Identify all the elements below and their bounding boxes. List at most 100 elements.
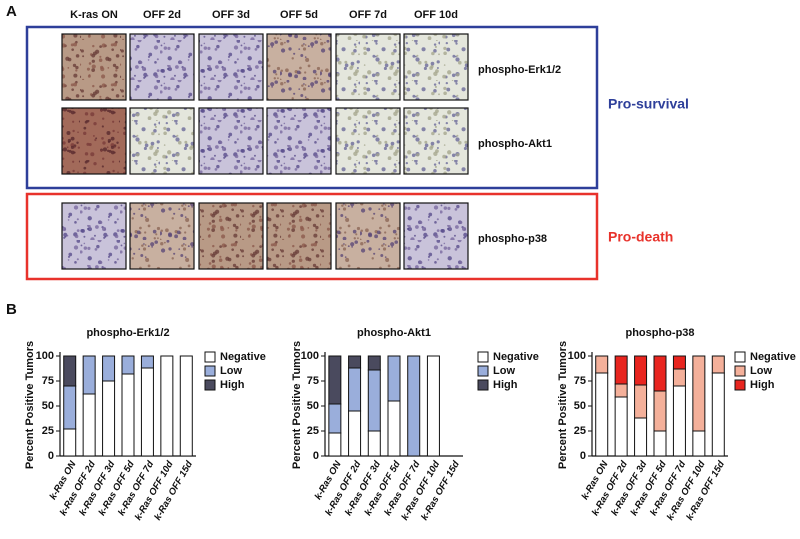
bar-segment: [367, 369, 381, 432]
bar-segment: [692, 430, 706, 457]
micrograph: [266, 107, 332, 175]
panel-label: A: [6, 3, 17, 20]
bar-segment: [653, 390, 667, 432]
bar-segment: [140, 367, 154, 457]
panel-label: B: [6, 301, 17, 318]
column-header: OFF 5d: [280, 9, 318, 21]
legend-label: High: [220, 379, 245, 391]
bar-segment: [348, 355, 362, 369]
y-tick-label: 25: [574, 425, 586, 437]
group-label: Pro-death: [608, 229, 673, 245]
chart-title: phospho-Akt1: [357, 327, 431, 339]
bar-segment: [348, 410, 362, 457]
bar-segment: [426, 355, 440, 457]
micrograph: [198, 202, 264, 270]
legend-swatch: [204, 365, 216, 377]
chart-title: phospho-Erk1/2: [86, 327, 169, 339]
bar-segment: [328, 355, 342, 405]
micrograph: [129, 202, 195, 270]
micrograph: [335, 33, 401, 101]
micrograph: [335, 202, 401, 270]
y-tick-label: 75: [574, 375, 586, 387]
row-label: phospho-p38: [478, 233, 547, 245]
column-header: OFF 10d: [414, 9, 458, 21]
legend-swatch: [477, 351, 489, 363]
legend-label: High: [750, 379, 775, 391]
bar-segment: [653, 430, 667, 457]
legend-label: Negative: [750, 351, 796, 363]
y-axis-label: Percent Positive Tumors: [24, 341, 36, 469]
bar-segment: [328, 432, 342, 457]
micrograph: [61, 107, 127, 175]
y-tick-label: 100: [568, 350, 586, 362]
bar-segment: [348, 367, 362, 412]
bar-segment: [634, 355, 648, 386]
bar-segment: [595, 355, 609, 374]
bar-segment: [634, 384, 648, 419]
legend-swatch: [477, 365, 489, 377]
legend-label: High: [493, 379, 518, 391]
bar-segment: [387, 355, 401, 402]
bar-segment: [63, 355, 77, 387]
y-axis-label: Percent Positive Tumors: [291, 341, 303, 469]
bar-segment: [121, 373, 135, 457]
bar-segment: [711, 372, 725, 457]
legend-swatch: [734, 379, 746, 391]
y-tick-label: 50: [42, 400, 54, 412]
bar-segment: [102, 355, 116, 382]
bar-segment: [711, 355, 725, 374]
micrograph: [335, 107, 401, 175]
bar-segment: [595, 372, 609, 457]
micrograph: [403, 202, 469, 270]
bar-segment: [82, 393, 96, 457]
bar-segment: [160, 355, 174, 457]
column-header: OFF 7d: [349, 9, 387, 21]
micrograph: [198, 107, 264, 175]
legend-swatch: [734, 351, 746, 363]
micrograph: [129, 107, 195, 175]
bar-segment: [63, 428, 77, 457]
y-tick-label: 100: [36, 350, 54, 362]
bar-segment: [614, 355, 628, 385]
bar-segment: [672, 368, 686, 387]
legend-swatch: [734, 365, 746, 377]
micrograph: [266, 33, 332, 101]
legend-label: Negative: [220, 351, 266, 363]
legend-swatch: [204, 379, 216, 391]
column-header: OFF 3d: [212, 9, 250, 21]
column-header: OFF 2d: [143, 9, 181, 21]
bar-segment: [672, 355, 686, 370]
row-label: phospho-Akt1: [478, 138, 552, 150]
bar-segment: [407, 355, 421, 457]
y-tick-label: 0: [580, 450, 586, 462]
y-tick-label: 0: [48, 450, 54, 462]
group-box: [25, 25, 599, 190]
bar-segment: [179, 355, 193, 457]
legend-label: Low: [220, 365, 242, 377]
column-header: K-ras ON: [70, 9, 118, 21]
y-tick-label: 0: [313, 450, 319, 462]
legend-label: Negative: [493, 351, 539, 363]
bar-segment: [614, 396, 628, 457]
y-tick-label: 50: [307, 400, 319, 412]
micrograph: [403, 33, 469, 101]
micrograph: [61, 33, 127, 101]
bar-segment: [367, 430, 381, 457]
bar-segment: [692, 355, 706, 432]
bar-segment: [328, 403, 342, 434]
legend-label: Low: [750, 365, 772, 377]
legend-swatch: [204, 351, 216, 363]
micrograph: [266, 202, 332, 270]
bar-segment: [140, 355, 154, 369]
row-label: phospho-Erk1/2: [478, 64, 561, 76]
legend-swatch: [477, 379, 489, 391]
chart-title: phospho-p38: [625, 327, 694, 339]
y-axis-label: Percent Positive Tumors: [557, 341, 569, 469]
bar-segment: [387, 400, 401, 457]
bar-segment: [63, 385, 77, 430]
micrograph: [403, 107, 469, 175]
legend-label: Low: [493, 365, 515, 377]
y-tick-label: 25: [307, 425, 319, 437]
bar-segment: [102, 380, 116, 457]
